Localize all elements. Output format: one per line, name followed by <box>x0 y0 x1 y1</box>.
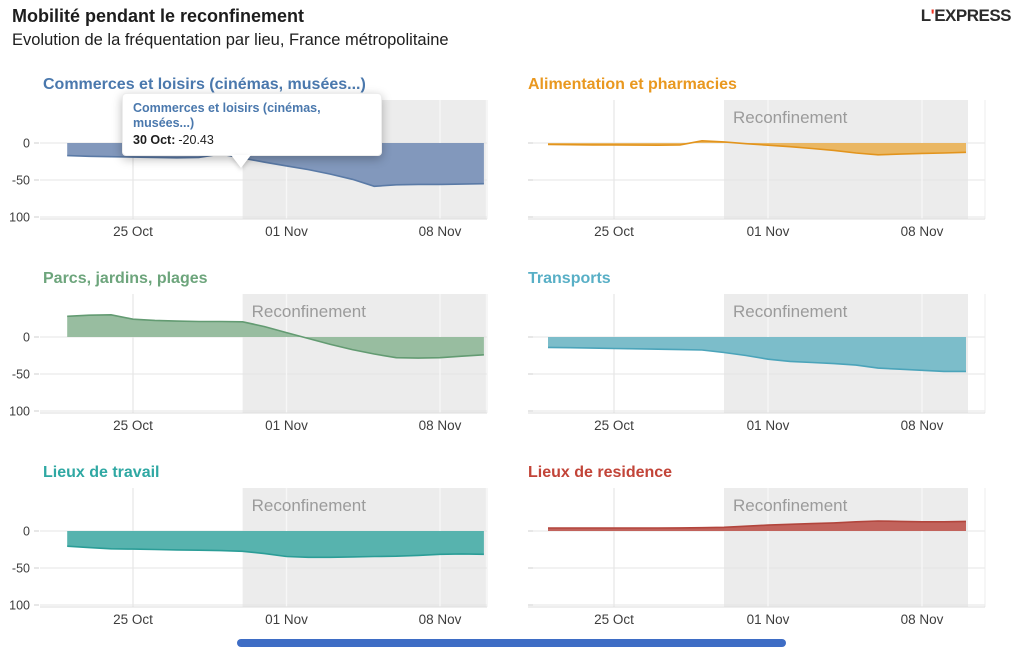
area-plot[interactable]: Reconfinement 25 Oct 01 Nov 08 Nov <box>528 485 990 635</box>
logo-rest: EXPRESS <box>934 6 1011 25</box>
svg-text:01 Nov: 01 Nov <box>265 224 308 239</box>
logo-apostrophe: ' <box>930 6 935 25</box>
svg-text:-50: -50 <box>12 368 30 382</box>
lexpress-logo: L'EXPRESS <box>920 6 1012 26</box>
svg-text:08 Nov: 08 Nov <box>419 612 462 627</box>
horizontal-scrollbar-thumb[interactable] <box>237 639 786 647</box>
tooltip-value-line: 30 Oct: -20.43 <box>133 133 371 147</box>
tooltip-date: 30 Oct: <box>133 133 176 147</box>
chart-tooltip: Commerces et loisirs (cinémas, musées...… <box>122 93 382 168</box>
svg-text:Reconfinement: Reconfinement <box>252 302 367 321</box>
svg-text:Reconfinement: Reconfinement <box>733 496 848 515</box>
chart-lieux-de-residence: Lieux de residence Reconfinement 25 Oct 01… <box>528 464 990 635</box>
svg-text:01 Nov: 01 Nov <box>265 418 308 433</box>
logo-l: L <box>920 6 931 25</box>
tooltip-value: -20.43 <box>178 133 214 147</box>
chart-alimentation-pharmacies: Alimentation et pharmacies Reconfinement… <box>528 76 990 247</box>
svg-text:-50: -50 <box>12 562 30 576</box>
area-plot[interactable]: 0 -50 -100 Reconfinement 25 Oct 01 Nov 08 Nov <box>5 485 510 635</box>
svg-text:-100: -100 <box>10 599 30 613</box>
svg-text:-50: -50 <box>12 174 30 188</box>
area-plot[interactable]: Reconfinement 25 Oct 01 Nov 08 Nov <box>528 97 990 247</box>
page-subtitle: Evolution de la fréquentation par lieu, … <box>12 31 449 49</box>
svg-text:08 Nov: 08 Nov <box>419 224 462 239</box>
chart-title: Parcs, jardins, plages <box>43 270 208 287</box>
chart-transports: Transports Reconfinement 25 Oct 01 Nov 08 N… <box>528 270 990 441</box>
svg-text:Reconfinement: Reconfinement <box>733 302 848 321</box>
chart-title: Commerces et loisirs (cinémas, musées...… <box>43 76 366 93</box>
svg-text:08 Nov: 08 Nov <box>901 224 944 239</box>
tooltip-arrow <box>231 155 251 168</box>
svg-text:25 Oct: 25 Oct <box>594 612 634 627</box>
svg-text:01 Nov: 01 Nov <box>265 612 308 627</box>
svg-text:08 Nov: 08 Nov <box>901 418 944 433</box>
svg-text:01 Nov: 01 Nov <box>747 224 790 239</box>
svg-text:0: 0 <box>23 331 30 345</box>
svg-text:01 Nov: 01 Nov <box>747 612 790 627</box>
svg-text:Reconfinement: Reconfinement <box>733 108 848 127</box>
page-title: Mobilité pendant le reconfinement <box>12 6 305 26</box>
tooltip-title: Commerces et loisirs (cinémas, musées...… <box>133 101 321 130</box>
svg-text:08 Nov: 08 Nov <box>419 418 462 433</box>
svg-text:25 Oct: 25 Oct <box>594 224 634 239</box>
chart-parcs-jardins-plages: Parcs, jardins, plages 0 -50 -100 Reconfine… <box>5 270 510 441</box>
svg-text:25 Oct: 25 Oct <box>113 612 153 627</box>
svg-text:08 Nov: 08 Nov <box>901 612 944 627</box>
svg-text:25 Oct: 25 Oct <box>113 224 153 239</box>
chart-title: Lieux de travail <box>43 464 160 481</box>
svg-text:-100: -100 <box>10 211 30 225</box>
chart-title: Lieux de residence <box>528 464 673 481</box>
chart-title: Transports <box>528 270 611 287</box>
svg-text:01 Nov: 01 Nov <box>747 418 790 433</box>
svg-text:0: 0 <box>23 525 30 539</box>
svg-text:25 Oct: 25 Oct <box>113 418 153 433</box>
svg-text:Reconfinement: Reconfinement <box>252 496 367 515</box>
area-plot[interactable]: 0 -50 -100 Reconfinement 25 Oct 01 Nov 08 Nov <box>5 291 510 441</box>
area-plot[interactable]: Reconfinement 25 Oct 01 Nov 08 Nov <box>528 291 990 441</box>
svg-text:0: 0 <box>23 137 30 151</box>
chart-lieux-de-travail: Lieux de travail 0 -50 -100 Reconfinement 25… <box>5 464 510 635</box>
svg-text:-100: -100 <box>10 405 30 419</box>
chart-title: Alimentation et pharmacies <box>528 76 737 93</box>
svg-text:25 Oct: 25 Oct <box>594 418 634 433</box>
